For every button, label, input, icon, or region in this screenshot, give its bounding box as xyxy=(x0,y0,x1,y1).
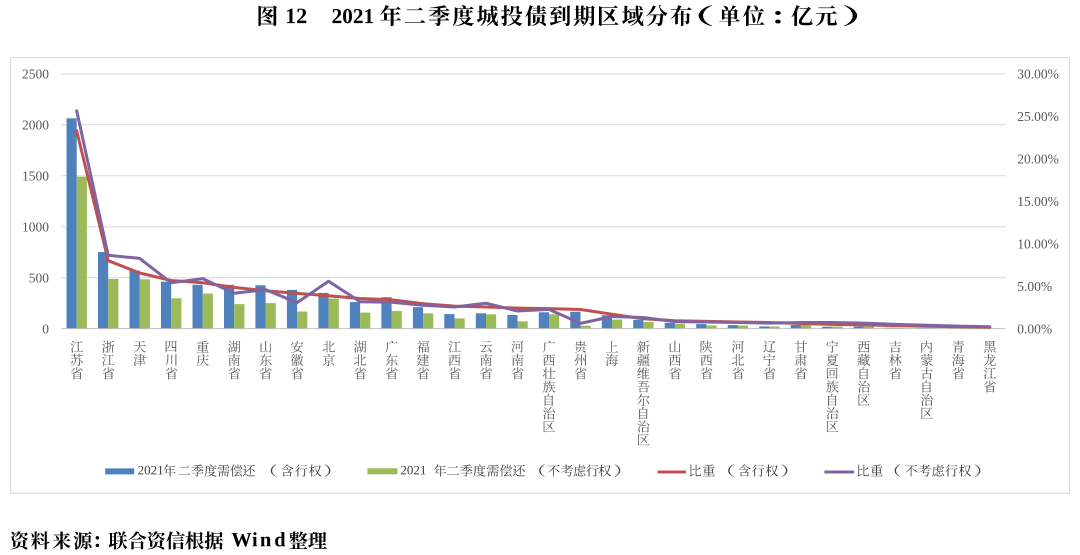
svg-text:25.00%: 25.00% xyxy=(1017,109,1059,124)
svg-text:30.00%: 30.00% xyxy=(1017,67,1059,82)
svg-text:20.00%: 20.00% xyxy=(1017,152,1059,167)
svg-text:0: 0 xyxy=(42,321,49,336)
svg-text:500: 500 xyxy=(29,270,50,285)
svg-text:10.00%: 10.00% xyxy=(1017,236,1059,251)
svg-text:2500: 2500 xyxy=(22,67,49,82)
svg-text:0.00%: 0.00% xyxy=(1017,321,1052,336)
svg-text:1500: 1500 xyxy=(22,169,49,184)
svg-text:15.00%: 15.00% xyxy=(1017,194,1059,209)
svg-text:5.00%: 5.00% xyxy=(1017,279,1052,294)
svg-text:1000: 1000 xyxy=(22,219,49,234)
svg-text:2000: 2000 xyxy=(22,118,49,133)
